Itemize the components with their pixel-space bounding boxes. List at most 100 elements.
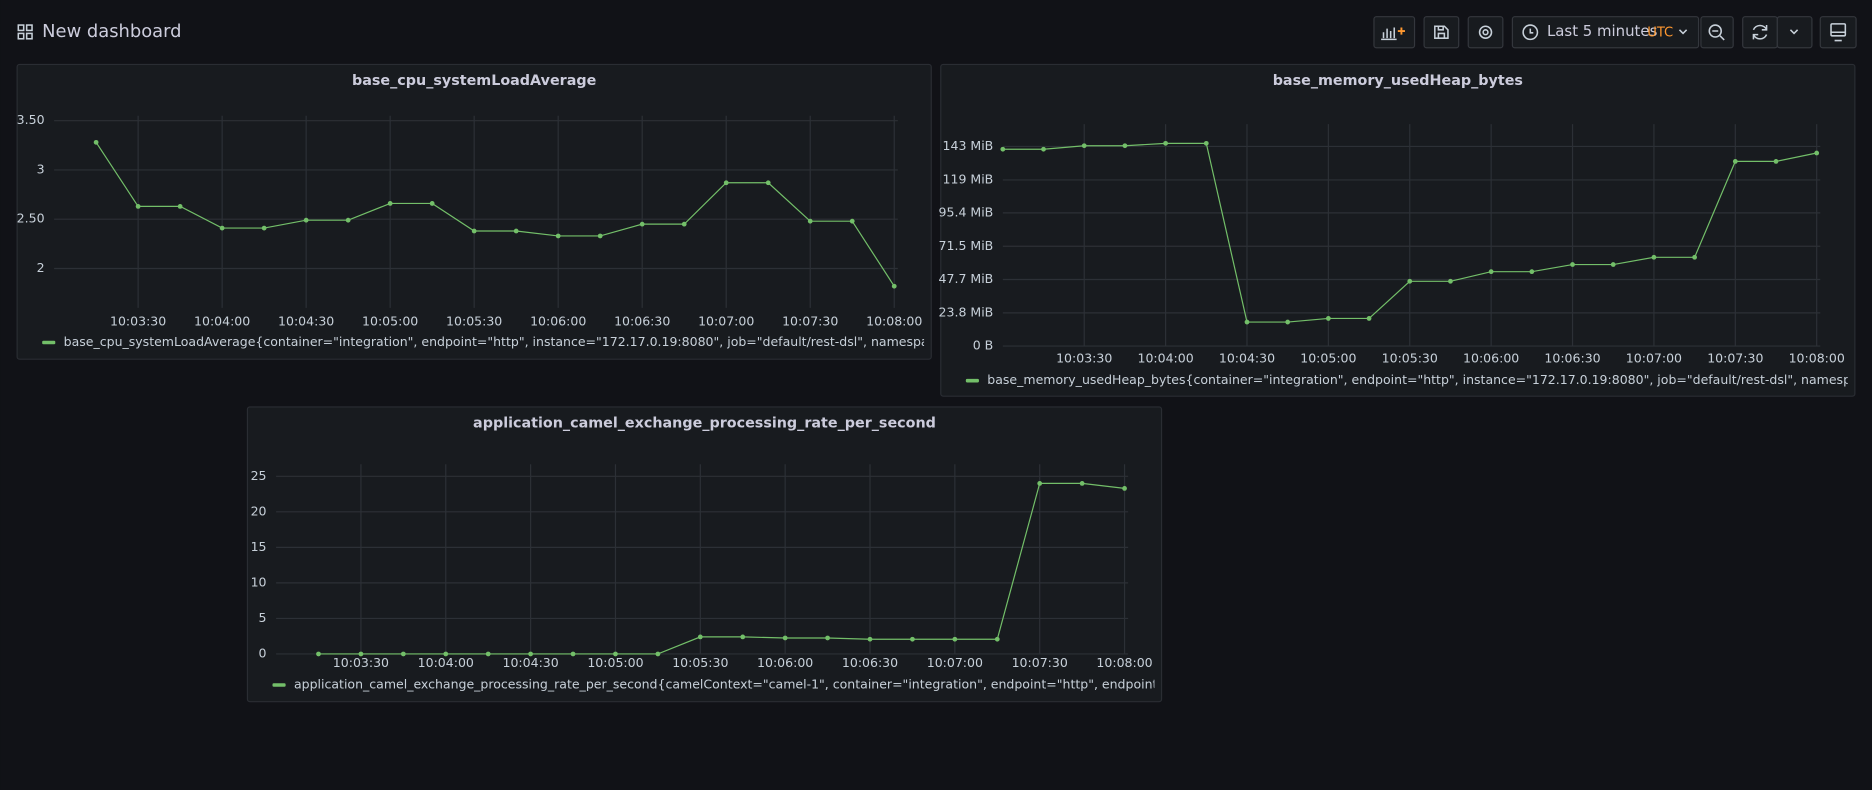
dashboard-title[interactable]: New dashboard — [42, 21, 181, 42]
data-point — [219, 225, 225, 231]
y-tick-label: 23.8 MiB — [939, 304, 994, 319]
data-point — [1122, 485, 1127, 491]
x-tick-label: 10:06:30 — [1544, 351, 1600, 366]
x-tick-label: 10:06:00 — [757, 655, 813, 670]
data-point — [1570, 262, 1575, 267]
data-point — [1041, 146, 1046, 152]
x-tick-label: 10:04:30 — [503, 655, 559, 670]
legend-label[interactable]: application_camel_exchange_processing_ra… — [294, 676, 1312, 691]
data-point — [177, 204, 183, 209]
y-tick-label: 143 MiB — [943, 138, 994, 153]
x-tick-label: 10:05:30 — [672, 655, 728, 670]
data-point — [261, 225, 267, 231]
data-point — [400, 651, 406, 657]
add-panel-button[interactable] — [1373, 16, 1416, 49]
data-point — [528, 651, 534, 657]
zoom-out-button[interactable] — [1700, 16, 1734, 49]
data-point — [1037, 481, 1043, 486]
data-point — [1244, 319, 1250, 325]
x-tick-label: 10:04:00 — [194, 314, 250, 329]
x-tick-label: 10:05:00 — [587, 655, 643, 670]
data-point — [303, 217, 309, 223]
panel-title: application_camel_exchange_processing_ra… — [473, 416, 936, 432]
data-point — [1651, 254, 1657, 260]
data-point — [93, 139, 99, 145]
data-point — [849, 218, 855, 224]
y-tick-label: 95.4 MiB — [939, 204, 994, 219]
y-tick-label: 3 — [37, 161, 45, 176]
data-point — [952, 636, 958, 642]
x-tick-label: 10:07:00 — [698, 314, 754, 329]
view-mode-button[interactable] — [1819, 16, 1857, 49]
legend-label[interactable]: base_cpu_systemLoadAverage{container="in… — [64, 334, 1094, 349]
x-tick-label: 10:06:30 — [842, 655, 898, 670]
refresh-interval-button[interactable] — [1776, 16, 1813, 49]
y-tick-label: 47.7 MiB — [939, 271, 994, 286]
data-point — [655, 651, 661, 657]
x-tick-label: 10:05:00 — [362, 314, 418, 329]
data-point — [765, 180, 771, 186]
dashboard-icon[interactable] — [17, 24, 33, 40]
save-button[interactable] — [1423, 16, 1460, 49]
timezone[interactable]: UTC — [1647, 25, 1673, 40]
data-point — [485, 651, 491, 657]
data-point — [1325, 316, 1331, 321]
data-point — [807, 218, 813, 224]
data-point — [1814, 150, 1820, 156]
x-tick-label: 10:07:30 — [1707, 351, 1763, 366]
series-line — [95, 142, 895, 287]
data-point — [681, 221, 687, 227]
x-tick-label: 10:07:30 — [782, 314, 838, 329]
legend-label[interactable]: base_memory_usedHeap_bytes{container="in… — [987, 372, 1872, 387]
data-point — [1163, 140, 1168, 146]
y-tick-label: 3.50 — [17, 112, 45, 127]
y-tick-label: 10 — [251, 574, 267, 589]
y-tick-label: 25 — [251, 468, 267, 483]
data-point — [782, 635, 788, 641]
y-tick-label: 5 — [259, 610, 267, 625]
panel-title: base_memory_usedHeap_bytes — [1273, 73, 1523, 89]
x-tick-label: 10:04:00 — [1137, 351, 1193, 366]
x-tick-label: 10:07:00 — [927, 655, 983, 670]
y-tick-label: 20 — [251, 503, 267, 518]
legend-swatch — [272, 683, 286, 687]
data-point — [1529, 269, 1535, 275]
series-line — [318, 482, 1125, 655]
x-tick-label: 10:06:30 — [614, 314, 670, 329]
x-tick-label: 10:08:00 — [1096, 655, 1152, 670]
x-tick-label: 10:07:30 — [1012, 655, 1068, 670]
legend-swatch — [42, 340, 56, 345]
y-tick-label: 71.5 MiB — [939, 238, 994, 253]
data-point — [994, 636, 1000, 642]
y-tick-label: 0 — [259, 645, 267, 660]
data-point — [867, 636, 873, 642]
x-tick-label: 10:05:30 — [446, 314, 502, 329]
time-range[interactable]: Last 5 minutes — [1547, 22, 1658, 40]
data-point — [1203, 140, 1209, 146]
refresh-button[interactable] — [1742, 16, 1778, 49]
data-point — [358, 651, 364, 657]
panel-frame — [246, 406, 1163, 703]
y-tick-label: 2 — [37, 260, 45, 275]
x-tick-label: 10:04:30 — [1219, 351, 1275, 366]
data-point — [1732, 158, 1738, 164]
time-picker[interactable]: Last 5 minutes UTC — [1511, 16, 1700, 49]
data-point — [443, 651, 449, 657]
x-tick-label: 10:03:30 — [1056, 351, 1112, 366]
settings-button[interactable] — [1467, 16, 1504, 49]
data-point — [825, 635, 830, 641]
data-point — [740, 634, 746, 640]
data-point — [597, 233, 603, 239]
x-tick-label: 10:05:00 — [1300, 351, 1356, 366]
data-point — [570, 651, 576, 657]
data-point — [1407, 278, 1413, 284]
x-tick-label: 10:07:00 — [1626, 351, 1682, 366]
x-tick-label: 10:03:30 — [110, 314, 166, 329]
data-point — [1448, 278, 1453, 284]
data-point — [1079, 481, 1085, 486]
y-tick-label: 0 B — [973, 338, 994, 353]
panel: base_memory_usedHeap_bytes 10:03:30 10:04:… — [939, 63, 1872, 397]
data-point — [429, 201, 435, 206]
data-point — [1610, 262, 1616, 267]
